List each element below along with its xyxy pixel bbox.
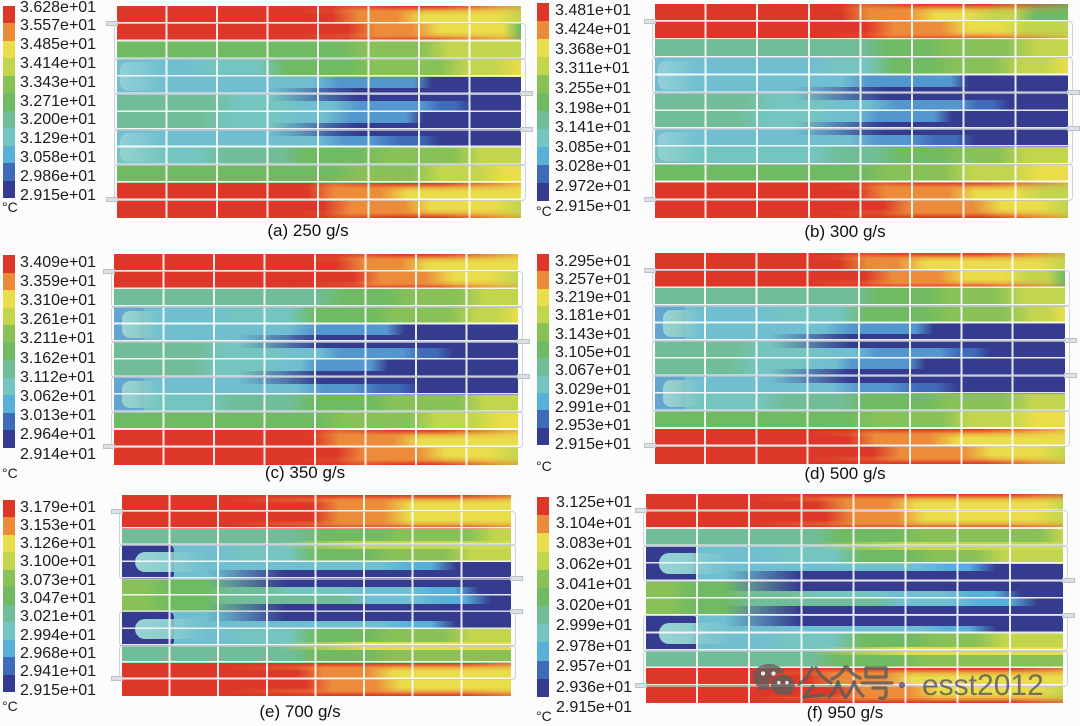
svg-text:esst2012: esst2012 bbox=[922, 669, 1044, 702]
